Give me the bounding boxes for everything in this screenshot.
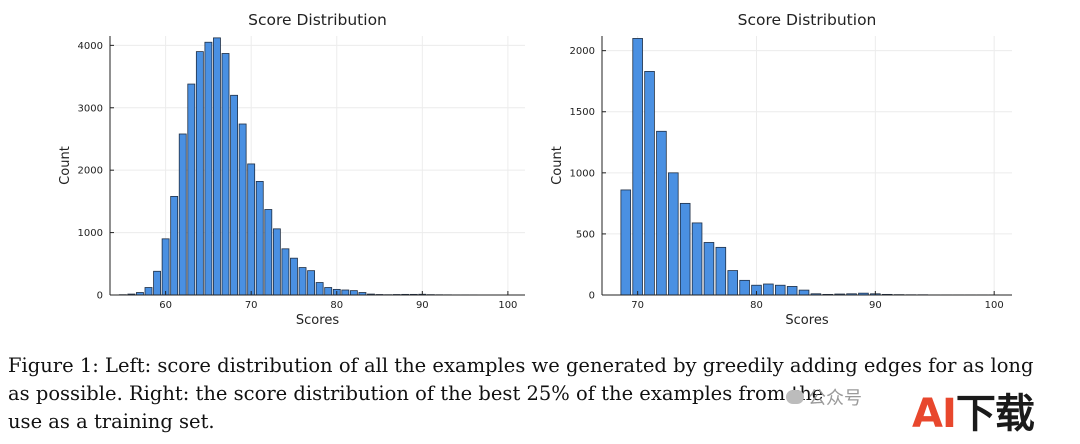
histogram-bar [264, 209, 273, 296]
y-axis-label: Count [58, 146, 73, 185]
y-tick-label: 1000 [78, 228, 103, 239]
histogram-bar [247, 163, 256, 296]
histogram-bar [703, 242, 715, 296]
histogram-bar [161, 238, 170, 296]
histogram-bar [153, 270, 161, 296]
caption-line-1: Figure 1: Left: score distribution of al… [8, 354, 1034, 377]
caption-line-3: use as a training set. [8, 410, 215, 433]
histogram-bar [727, 270, 738, 296]
x-tick-label: 70 [245, 300, 258, 311]
histogram-bar [632, 38, 643, 296]
histogram-bar [786, 286, 798, 296]
histogram-bar [187, 83, 196, 296]
histogram-bar [763, 283, 774, 296]
y-tick-label: 0 [589, 291, 595, 302]
histogram-bar [144, 287, 153, 296]
wechat-icon [786, 390, 804, 404]
y-tick-label: 4000 [78, 41, 103, 52]
histogram-bar [679, 202, 691, 296]
y-tick-label: 2000 [78, 166, 103, 177]
watermark-logo-rest: 下载 [955, 391, 1035, 437]
histogram-bar [255, 181, 264, 296]
histogram-bar [281, 248, 290, 296]
histogram-bar [715, 246, 727, 296]
x-tick-label: 80 [330, 300, 343, 311]
histogram-bar [204, 41, 213, 296]
histogram-bar [307, 270, 315, 296]
caption-line-2: as possible. Right: the score distributi… [8, 382, 824, 405]
histogram-bar [656, 130, 667, 296]
histogram-bar [644, 71, 655, 296]
histogram-bar [774, 284, 786, 296]
histogram-bar [315, 282, 324, 296]
y-tick-label: 3000 [78, 103, 103, 114]
histogram-bar [221, 53, 230, 296]
x-axis-label: Scores [296, 313, 339, 328]
watermark-small-text: 公众号 [808, 388, 862, 409]
y-tick-label: 500 [576, 229, 595, 240]
histogram-bar [170, 195, 179, 296]
y-tick-label: 1500 [570, 107, 595, 118]
histogram-bar [230, 94, 238, 296]
x-axis-label: Scores [785, 313, 828, 328]
histogram-bar [341, 289, 350, 296]
chart-title: Score Distribution [248, 11, 387, 29]
x-tick-label: 90 [869, 300, 882, 311]
histogram-bar [290, 257, 298, 296]
watermark-small: 公众号 [786, 384, 862, 410]
histogram-bar [272, 228, 281, 296]
histogram-bar [178, 133, 187, 296]
histogram-bar [213, 37, 221, 296]
y-tick-label: 2000 [570, 46, 595, 57]
x-tick-label: 100 [985, 300, 1004, 311]
x-tick-label: 90 [416, 300, 429, 311]
histogram-bar [298, 267, 307, 296]
figure-caption: Figure 1: Left: score distribution of al… [8, 352, 1073, 436]
histogram-bar [349, 290, 358, 296]
histogram-bar [798, 289, 810, 296]
x-tick-label: 80 [750, 300, 763, 311]
histogram-bar [668, 172, 679, 296]
x-tick-label: 100 [498, 300, 517, 311]
x-tick-label: 60 [159, 300, 172, 311]
histogram-bar [620, 189, 632, 296]
y-tick-label: 0 [97, 291, 103, 302]
histogram-bar [324, 287, 333, 296]
histogram-bar [739, 279, 750, 296]
watermark-logo: AI下载 [912, 391, 1035, 437]
y-tick-label: 1000 [570, 168, 595, 179]
histogram-bar [691, 222, 703, 296]
y-axis-label: Count [550, 146, 565, 185]
chart-title: Score Distribution [738, 11, 877, 29]
x-tick-label: 70 [631, 300, 644, 311]
histogram-bar [195, 51, 204, 296]
histogram-bar [238, 123, 247, 296]
watermark-logo-ai: AI [912, 391, 957, 437]
